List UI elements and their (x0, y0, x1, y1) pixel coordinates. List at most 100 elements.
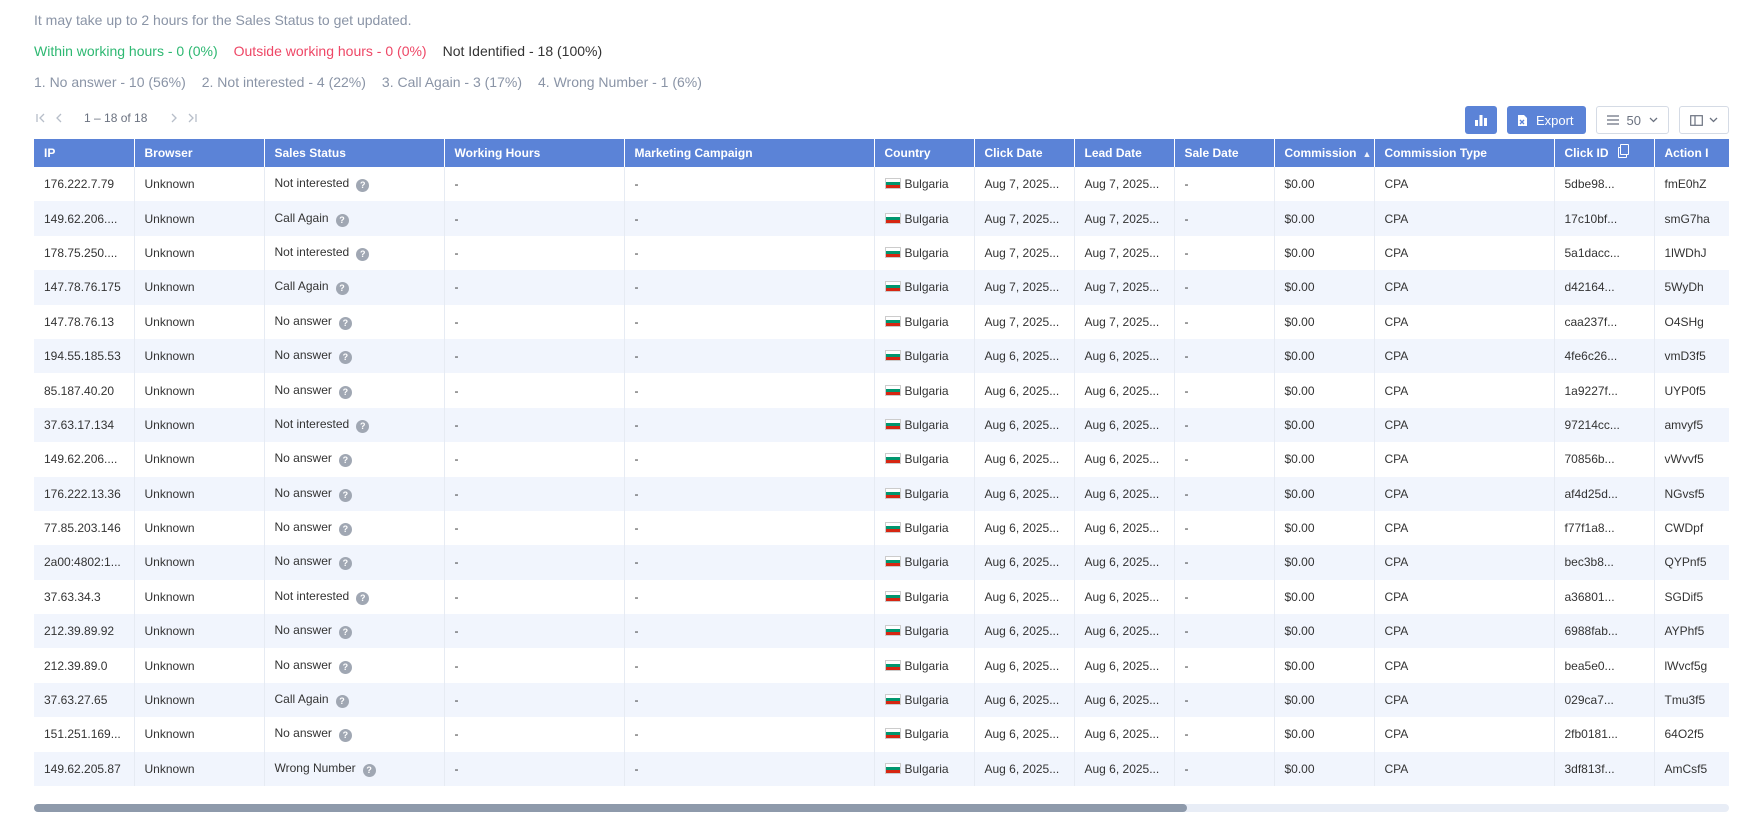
column-header-click-date[interactable]: Click Date (974, 139, 1075, 167)
action-value: SGDif5 (1664, 589, 1704, 604)
column-header-working-hours[interactable]: Working Hours (444, 139, 625, 167)
commission-type-cell: CPA (1374, 751, 1555, 787)
column-header-lead-date[interactable]: Lead Date (1074, 139, 1175, 167)
column-header-browser[interactable]: Browser (134, 139, 265, 167)
help-icon[interactable]: ? (356, 591, 370, 605)
copy-icon[interactable] (1617, 144, 1629, 158)
ip-value: 149.62.206.... (44, 452, 118, 467)
click-date-cell: Aug 6, 2025... (974, 476, 1075, 511)
table-row[interactable]: 147.78.76.13 Unknown No answer? - - Bulgaria A… (34, 304, 1729, 339)
columns-toggle-button[interactable] (1679, 106, 1729, 134)
lead-date-cell: Aug 6, 2025... (1074, 717, 1175, 752)
column-header-ip[interactable]: IP (34, 139, 135, 167)
click-date-cell: Aug 6, 2025... (974, 717, 1075, 752)
page-size-select[interactable]: 50 (1595, 106, 1669, 134)
help-icon[interactable]: ? (356, 179, 370, 193)
commission-type-cell: CPA (1374, 373, 1555, 408)
column-header-marketing-campaign[interactable]: Marketing Campaign (624, 139, 875, 167)
help-icon[interactable]: ? (338, 385, 352, 399)
table-row[interactable]: 149.62.206.... Unknown No answer? - - Bulgari… (34, 442, 1729, 477)
table-row[interactable]: 149.62.206.... Unknown Call Again? - - Bulgar… (34, 201, 1729, 236)
click-date-value: Aug 6, 2025... (984, 452, 1060, 467)
column-header-sale-date[interactable]: Sale Date (1174, 139, 1275, 167)
lead-date-value: Aug 6, 2025... (1084, 589, 1160, 604)
table-row[interactable]: 178.75.250.... Unknown Not interested? - - Bu… (34, 235, 1729, 271)
table-row[interactable]: 37.63.34.3 Unknown Not interested? - - Bulgar… (34, 579, 1729, 615)
horizontal-scrollbar[interactable] (34, 804, 1729, 812)
table-row[interactable]: 2a00:4802:1... Unknown No answer? - - Bulgari… (34, 545, 1729, 580)
action-value: lWvcf5g (1664, 658, 1708, 673)
help-icon[interactable]: ? (338, 557, 352, 571)
bulgaria-flag-icon (884, 762, 901, 774)
table-row[interactable]: 212.39.89.0 Unknown No answer? - - Bulgaria Au… (34, 648, 1729, 683)
help-icon[interactable]: ? (338, 660, 352, 674)
help-icon[interactable]: ? (338, 316, 352, 330)
column-header-click-id[interactable]: Click ID (1554, 139, 1655, 167)
sales-status-value: No answer (274, 348, 332, 363)
help-icon[interactable]: ? (362, 763, 376, 777)
table-row[interactable]: 85.187.40.20 Unknown No answer? - - Bulgaria A… (34, 373, 1729, 408)
table-row[interactable]: 151.251.169... Unknown No answer? - - Bulgari… (34, 717, 1729, 752)
column-header-action[interactable]: Action I (1654, 139, 1729, 167)
help-icon[interactable]: ? (338, 488, 352, 502)
sales-status-cell: No answer? (264, 648, 445, 683)
help-icon[interactable]: ? (338, 626, 352, 640)
commission-cell: $0.00 (1274, 717, 1375, 752)
table-row[interactable]: 212.39.89.92 Unknown No answer? - - Bulgaria A… (34, 614, 1729, 649)
commission-type-cell: CPA (1374, 717, 1555, 752)
help-icon[interactable]: ? (335, 213, 349, 227)
browser-value: Unknown (144, 624, 195, 639)
column-header-country[interactable]: Country (874, 139, 975, 167)
table-row[interactable]: 37.63.17.134 Unknown Not interested? - - Bulg… (34, 407, 1729, 443)
action-value: fmE0hZ (1664, 177, 1707, 192)
click-id-cell: caa237f... (1554, 304, 1655, 339)
column-header-commission-type[interactable]: Commission Type (1374, 139, 1555, 167)
commission-value: $0.00 (1284, 555, 1315, 570)
ip-value: 176.222.7.79 (44, 177, 115, 192)
click-date-value: Aug 6, 2025... (984, 486, 1060, 501)
working-hours-value: - (454, 486, 459, 501)
first-page-icon[interactable] (34, 110, 48, 126)
last-page-icon[interactable] (185, 110, 199, 126)
table-row[interactable]: 176.222.7.79 Unknown Not interested? - - Bulg… (34, 167, 1729, 202)
sales-status-cell: Not interested? (264, 407, 445, 443)
ip-cell: 149.62.206.... (34, 442, 135, 477)
export-button[interactable]: Export (1506, 106, 1586, 134)
table-row[interactable]: 149.62.205.87 Unknown Wrong Number? - - Bulga… (34, 751, 1729, 787)
table-row[interactable]: 176.222.13.36 Unknown No answer? - - Bulgaria… (34, 476, 1729, 511)
click-date-value: Aug 7, 2025... (984, 314, 1060, 329)
help-icon[interactable]: ? (338, 729, 352, 743)
ip-value: 178.75.250.... (44, 245, 118, 260)
help-icon[interactable]: ? (338, 454, 352, 468)
campaign-cell: - (624, 373, 875, 408)
help-icon[interactable]: ? (335, 282, 349, 296)
help-icon[interactable]: ? (338, 351, 352, 365)
click-date-cell: Aug 7, 2025... (974, 304, 1075, 339)
commission-type-value: CPA (1384, 177, 1409, 192)
chart-button[interactable] (1464, 106, 1497, 134)
browser-cell: Unknown (134, 167, 265, 202)
help-icon[interactable]: ? (356, 247, 370, 261)
help-icon[interactable]: ? (338, 523, 352, 537)
scrollbar-thumb[interactable] (34, 804, 1187, 812)
page-size-value: 50 (1626, 112, 1641, 128)
column-header-commission[interactable]: Commission ▲︎ (1274, 139, 1375, 167)
browser-value: Unknown (144, 211, 195, 226)
next-page-icon[interactable] (167, 110, 181, 126)
action-value: O4SHg (1664, 314, 1704, 329)
action-cell: CWDpf (1654, 510, 1729, 546)
column-header-sales-status[interactable]: Sales Status (264, 139, 445, 167)
prev-page-icon[interactable] (52, 110, 66, 126)
help-icon[interactable]: ? (356, 419, 370, 433)
commission-cell: $0.00 (1274, 373, 1375, 408)
ip-cell: 149.62.206.... (34, 201, 135, 236)
table-row[interactable]: 77.85.203.146 Unknown No answer? - - Bulgaria… (34, 510, 1729, 546)
table-row[interactable]: 147.78.76.175 Unknown Call Again? - - Bulgari… (34, 270, 1729, 305)
help-icon[interactable]: ? (335, 695, 349, 709)
table-row[interactable]: 194.55.185.53 Unknown No answer? - - Bulgaria… (34, 338, 1729, 374)
sort-icon[interactable]: ▲︎ (1362, 149, 1372, 159)
table-row[interactable]: 37.63.27.65 Unknown Call Again? - - Bulgaria A… (34, 682, 1729, 718)
country-value: Bulgaria (904, 280, 949, 295)
commission-cell: $0.00 (1274, 270, 1375, 305)
browser-value: Unknown (144, 761, 195, 776)
